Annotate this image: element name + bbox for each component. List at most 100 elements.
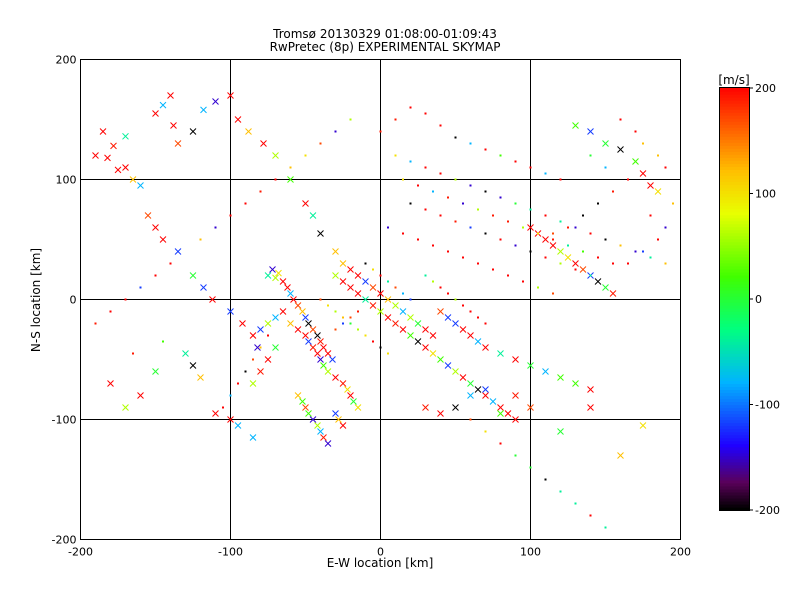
data-point-cross [429, 350, 437, 357]
data-point-cross [549, 242, 557, 249]
colorbar-segment [720, 121, 749, 125]
data-point-dot [484, 232, 487, 235]
data-point-dot [462, 304, 464, 307]
x-tick-label: 0 [377, 546, 384, 559]
data-point-cross [467, 380, 474, 387]
data-point-dot [109, 310, 112, 313]
colorbar-segment [720, 160, 749, 164]
colorbar-segment [720, 308, 749, 312]
data-point-dot [514, 202, 517, 205]
colorbar-segment [720, 311, 749, 315]
data-point-cross [350, 398, 357, 405]
data-point-dot [439, 286, 442, 289]
data-point-dot [522, 226, 524, 229]
data-point-dot [259, 346, 262, 349]
data-point-dot [672, 202, 674, 205]
data-point-dot [657, 238, 659, 241]
colorbar-segment [720, 437, 749, 442]
data-point-cross [122, 164, 129, 171]
data-point-cross [317, 230, 324, 237]
data-point-cross [227, 308, 234, 315]
data-point-dot [394, 286, 397, 289]
data-point-dot [664, 262, 667, 265]
colorbar-segment [720, 404, 749, 409]
data-point-cross [587, 128, 594, 135]
data-point-cross [579, 266, 587, 273]
data-point-cross [144, 212, 152, 219]
data-point-cross [542, 236, 549, 243]
colorbar-segment [720, 181, 749, 186]
data-point-cross [617, 146, 624, 153]
colorbar-segment [720, 338, 749, 342]
data-point-dot [199, 238, 202, 241]
colorbar-segment [720, 139, 749, 143]
data-point-dot [349, 322, 352, 325]
y-tick-label: 100 [56, 174, 77, 187]
colorbar-segment [720, 292, 749, 297]
colorbar-segment [720, 371, 749, 375]
data-point-cross [377, 290, 384, 297]
colorbar-segment [720, 422, 749, 427]
colorbar-segment [720, 283, 749, 288]
colorbar-segment [720, 452, 749, 457]
data-point-dot [342, 322, 344, 325]
data-point-dot [417, 238, 419, 241]
data-point-cross [482, 392, 489, 399]
colorbar-segment [720, 395, 749, 400]
data-point-cross [99, 128, 107, 135]
colorbar-tick-label: 0 [755, 293, 762, 306]
colorbar-segment [720, 389, 749, 394]
data-point-cross [159, 101, 167, 109]
data-point-cross [587, 404, 594, 411]
data-point-cross [347, 284, 354, 291]
colorbar-segment [720, 142, 749, 146]
colorbar-segment [720, 217, 749, 222]
data-point-cross [407, 332, 414, 339]
data-point-cross [320, 344, 327, 351]
scatter-points [92, 92, 674, 529]
colorbar-segment [720, 449, 749, 454]
data-point-cross [602, 140, 609, 147]
colorbar-segment [720, 223, 749, 228]
data-point-dot [469, 226, 472, 229]
data-point-cross [320, 362, 327, 369]
y-tick-label: -100 [52, 414, 77, 427]
data-point-cross [422, 404, 429, 411]
data-point-cross [314, 332, 321, 339]
data-point-dot [439, 172, 442, 175]
colorbar-segment [720, 464, 749, 469]
data-point-dot [214, 226, 217, 229]
data-point-dot [664, 166, 667, 169]
data-point-dot [552, 238, 554, 241]
colorbar-segment [720, 317, 749, 321]
data-point-cross [339, 380, 347, 387]
colorbar-segment [720, 166, 749, 170]
data-point-dot [222, 406, 224, 409]
data-point-cross [392, 320, 399, 327]
colorbar-segment [720, 265, 749, 270]
data-point-dot [582, 250, 584, 253]
data-point-dot [432, 244, 434, 247]
data-point-cross [594, 278, 602, 285]
colorbar-segment [720, 244, 749, 249]
colorbar-segment [720, 494, 749, 499]
data-point-dot [154, 274, 157, 277]
data-point-cross [354, 290, 362, 297]
data-point-cross [639, 422, 647, 429]
colorbar-segment [720, 241, 749, 246]
colorbar-segment [720, 253, 749, 258]
colorbar-segment [720, 106, 749, 110]
colorbar-segment [720, 157, 749, 161]
data-point-dot [484, 190, 487, 193]
data-point-cross [617, 452, 624, 459]
colorbar-segment [720, 497, 749, 502]
data-point-dot [589, 232, 592, 235]
y-axis-ticks: -200 -100 0 100 200 [52, 54, 77, 547]
data-point-cross [572, 122, 579, 129]
data-point-cross [347, 266, 354, 273]
colorbar-segment [720, 500, 749, 505]
data-point-cross [407, 314, 414, 321]
data-point-dot [162, 340, 164, 343]
data-point-dot [274, 178, 277, 181]
colorbar-segment [720, 392, 749, 397]
